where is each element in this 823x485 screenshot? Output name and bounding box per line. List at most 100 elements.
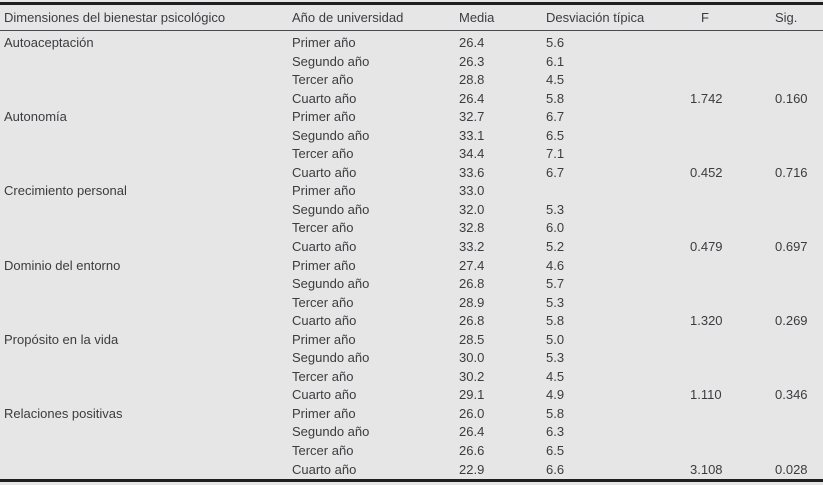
sd-cell: 7.1	[546, 146, 565, 162]
f-cell: 3.108	[690, 461, 723, 477]
media-cell: 33.1	[459, 127, 485, 143]
table-row: Cuarto año 26.4 5.8 1.742 0.160	[0, 90, 823, 109]
media-cell: 28.8	[459, 72, 485, 88]
dimension-cell	[0, 423, 292, 442]
table-row: Segundo año 26.3 6.1	[0, 53, 823, 72]
dimension-cell: Autonomía	[4, 109, 67, 125]
media-cell: 26.6	[459, 443, 485, 459]
table-row: Cuarto año 33.6 6.7 0.452 0.716	[0, 164, 823, 183]
media-cell: 26.8	[459, 313, 485, 329]
media-cell: 26.4	[459, 35, 485, 50]
f-cell	[690, 442, 775, 461]
year-cell: Primer año	[292, 257, 356, 273]
sd-cell: 5.8	[546, 313, 565, 329]
table-row: Propósito en la vida Primer año 28.5 5.0	[0, 331, 823, 350]
table-row: Tercer año 28.8 4.5	[0, 71, 823, 90]
dimension-cell: Crecimiento personal	[4, 183, 127, 199]
f-cell	[690, 349, 775, 368]
media-cell: 26.0	[459, 405, 485, 421]
col-media: Media	[459, 3, 546, 31]
sig-cell	[775, 257, 823, 276]
media-cell: 30.2	[459, 368, 485, 384]
year-cell: Cuarto año	[292, 164, 357, 180]
dimension-cell: Propósito en la vida	[4, 331, 119, 347]
media-cell: 27.4	[459, 257, 485, 273]
dimension-cell	[0, 442, 292, 461]
dimension-cell	[0, 294, 292, 313]
dimension-cell	[0, 201, 292, 220]
f-cell: 0.452	[690, 164, 723, 180]
f-cell	[690, 294, 775, 313]
media-cell: 33.6	[459, 164, 485, 180]
table-row: Tercer año 34.4 7.1	[0, 145, 823, 164]
table-row: Tercer año 32.8 6.0	[0, 219, 823, 238]
media-cell: 32.8	[459, 220, 485, 236]
media-cell: 26.4	[459, 424, 485, 440]
sig-cell	[775, 145, 823, 164]
sig-cell	[775, 53, 823, 72]
sd-cell: 4.9	[546, 387, 565, 403]
dimension-cell	[0, 219, 292, 238]
sd-cell: 5.8	[546, 405, 565, 421]
f-cell	[690, 331, 775, 350]
table-row: Tercer año 26.6 6.5	[0, 442, 823, 461]
sig-cell	[775, 108, 823, 127]
f-cell	[690, 182, 775, 201]
media-cell: 32.7	[459, 109, 485, 125]
year-cell: Segundo año	[292, 127, 370, 143]
table-row: Cuarto año 22.9 6.6 3.108 0.028	[0, 461, 823, 481]
sig-cell: 0.346	[775, 387, 808, 403]
table-row: Autoaceptación Primer año 26.4 5.6	[0, 31, 823, 53]
year-cell: Segundo año	[292, 53, 370, 69]
col-sd: Desviación típica	[546, 3, 690, 31]
year-cell: Primer año	[292, 405, 356, 421]
sd-cell: 5.3	[546, 294, 565, 310]
sig-cell	[775, 423, 823, 442]
table-row: Segundo año 30.0 5.3	[0, 349, 823, 368]
sig-cell	[775, 201, 823, 220]
year-cell: Tercer año	[292, 368, 354, 384]
media-cell: 33.0	[459, 183, 485, 199]
table-row: Segundo año 26.4 6.3	[0, 423, 823, 442]
col-f: F	[690, 3, 775, 31]
f-cell	[690, 219, 775, 238]
year-cell: Tercer año	[292, 294, 354, 310]
table-row: Crecimiento personal Primer año 33.0	[0, 182, 823, 201]
table-row: Tercer año 28.9 5.3	[0, 294, 823, 313]
media-cell: 22.9	[459, 461, 485, 477]
sig-cell: 0.716	[775, 164, 808, 180]
f-cell: 1.110	[690, 387, 722, 403]
year-cell: Cuarto año	[292, 90, 357, 106]
media-cell: 26.3	[459, 53, 485, 69]
table-row: Cuarto año 33.2 5.2 0.479 0.697	[0, 238, 823, 257]
sd-cell: 6.5	[546, 443, 565, 459]
f-cell	[690, 127, 775, 146]
sd-cell: 5.2	[546, 239, 565, 255]
sd-cell: 5.3	[546, 350, 565, 366]
dimension-cell	[0, 386, 292, 405]
dimension-cell	[0, 238, 292, 257]
f-cell	[690, 53, 775, 72]
sd-cell: 5.8	[546, 90, 565, 106]
sd-cell: 5.0	[546, 331, 565, 347]
sig-cell	[775, 182, 823, 201]
year-cell: Primer año	[292, 331, 356, 347]
table-row: Dominio del entorno Primer año 27.4 4.6	[0, 257, 823, 276]
year-cell: Primer año	[292, 35, 356, 50]
dimension-cell: Autoaceptación	[4, 35, 94, 50]
table-row: Autonomía Primer año 32.7 6.7	[0, 108, 823, 127]
sig-cell	[775, 219, 823, 238]
f-cell	[690, 368, 775, 387]
dimension-cell	[0, 312, 292, 331]
col-year: Año de universidad	[292, 3, 459, 31]
year-cell: Cuarto año	[292, 387, 357, 403]
f-cell	[690, 275, 775, 294]
year-cell: Tercer año	[292, 146, 354, 162]
year-cell: Segundo año	[292, 424, 370, 440]
f-cell	[690, 108, 775, 127]
table-header: Dimensiones del bienestar psicológico Añ…	[0, 3, 823, 31]
dimension-cell	[0, 461, 292, 481]
f-cell	[690, 257, 775, 276]
sd-cell: 5.6	[546, 35, 565, 50]
